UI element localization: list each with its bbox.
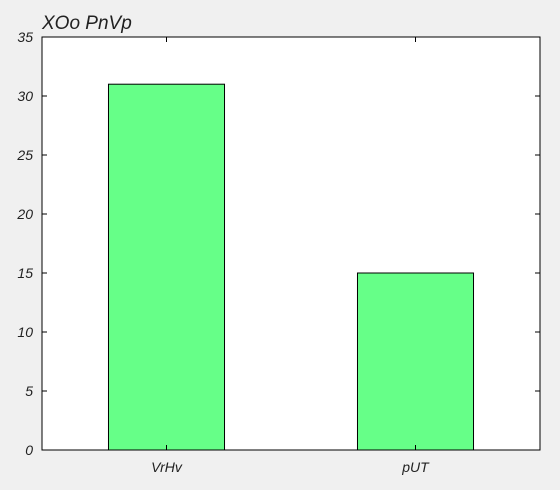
- bar-VrHv: [107, 83, 226, 451]
- y-tick-label: 5: [25, 383, 33, 399]
- chart-title: XOo PnVp: [41, 13, 132, 34]
- y-tick-label: 25: [16, 147, 33, 163]
- x-tick-label: pUT: [401, 459, 430, 475]
- bar-pUT: [356, 272, 475, 451]
- y-tick-label: 15: [17, 265, 33, 281]
- y-axis: 0 5 10 15 20 25 30 35: [16, 29, 540, 458]
- y-tick-label: 20: [16, 206, 33, 222]
- y-tick-label: 30: [17, 88, 33, 104]
- y-tick-label: 35: [17, 29, 33, 45]
- x-axis: VrHv pUT: [151, 37, 430, 475]
- y-tick-label: 0: [25, 442, 33, 458]
- x-tick-label: VrHv: [151, 459, 183, 475]
- bars-layer: [107, 83, 475, 451]
- y-tick-label: 10: [17, 324, 33, 340]
